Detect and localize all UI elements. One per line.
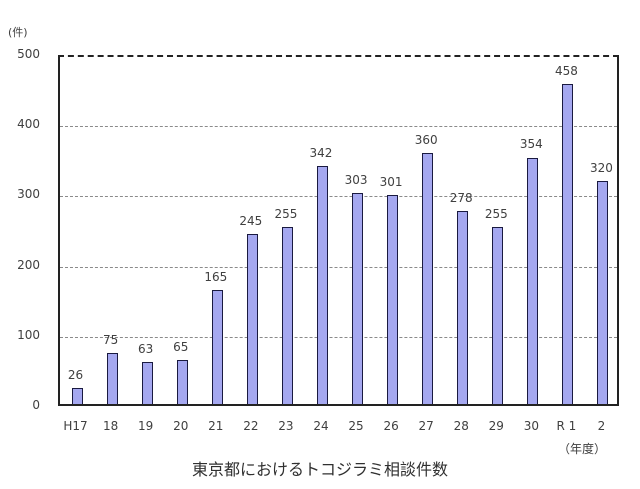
value-label: 255	[274, 206, 298, 221]
x-tick-label: 18	[102, 419, 119, 433]
value-label: 63	[138, 341, 154, 356]
bar	[106, 353, 118, 404]
bar	[492, 227, 504, 404]
bar	[176, 360, 188, 404]
gridline	[60, 126, 617, 128]
x-tick-label: 20	[173, 419, 189, 433]
x-tick-label: R 1	[556, 419, 577, 433]
value-label: 65	[173, 340, 189, 355]
y-axis-unit: (件)	[8, 26, 28, 39]
y-tick-label: 300	[17, 187, 40, 202]
x-tick-label: 29	[488, 419, 504, 433]
value-label: 354	[519, 137, 543, 152]
x-tick-label: H17	[63, 419, 88, 433]
x-tick-label: 27	[418, 419, 434, 433]
bar	[527, 157, 539, 404]
x-tick-label: 24	[313, 419, 329, 433]
y-tick-label: 100	[17, 327, 40, 342]
y-tick-label: 0	[32, 398, 40, 412]
x-tick-label: 21	[208, 419, 224, 433]
value-label: 75	[102, 333, 119, 348]
gridline	[60, 266, 617, 268]
x-tick-label: 28	[453, 419, 469, 433]
value-label: 278	[449, 190, 473, 205]
bar	[281, 227, 293, 404]
value-label: 26	[67, 367, 84, 382]
x-tick-label: 22	[243, 419, 259, 433]
bar	[457, 210, 469, 404]
gridline	[60, 336, 617, 338]
x-tick-label: 26	[383, 419, 399, 433]
x-axis-unit: （年度）	[558, 442, 607, 456]
bar	[211, 290, 223, 404]
bar	[141, 361, 153, 404]
bar	[422, 153, 434, 404]
value-label: 165	[204, 270, 228, 285]
x-tick-label: 23	[278, 419, 294, 433]
value-label: 320	[590, 161, 613, 176]
y-tick-label: 400	[17, 117, 40, 132]
x-tick-label: 25	[348, 419, 364, 433]
value-label: 360	[414, 133, 438, 148]
value-label: 342	[309, 145, 333, 160]
x-tick-label: 2	[597, 419, 606, 433]
x-tick-label: 30	[523, 419, 539, 433]
value-label: 245	[239, 214, 263, 228]
bar	[387, 194, 399, 404]
plot-area	[58, 55, 619, 406]
x-tick-label: 19	[138, 419, 154, 433]
value-label: 303	[344, 173, 368, 188]
chart-title: 東京都におけるトコジラミ相談件数	[191, 460, 448, 479]
value-label: 301	[379, 174, 403, 189]
y-tick-label: 200	[17, 257, 40, 272]
y-tick-label: 500	[17, 47, 40, 61]
bar	[71, 387, 83, 404]
bar	[597, 181, 609, 404]
gridline	[60, 196, 617, 198]
bar	[562, 84, 574, 404]
bar	[246, 234, 258, 404]
value-label: 458	[554, 64, 578, 79]
bar	[316, 165, 328, 404]
bar	[352, 193, 364, 404]
value-label: 255	[484, 206, 508, 221]
